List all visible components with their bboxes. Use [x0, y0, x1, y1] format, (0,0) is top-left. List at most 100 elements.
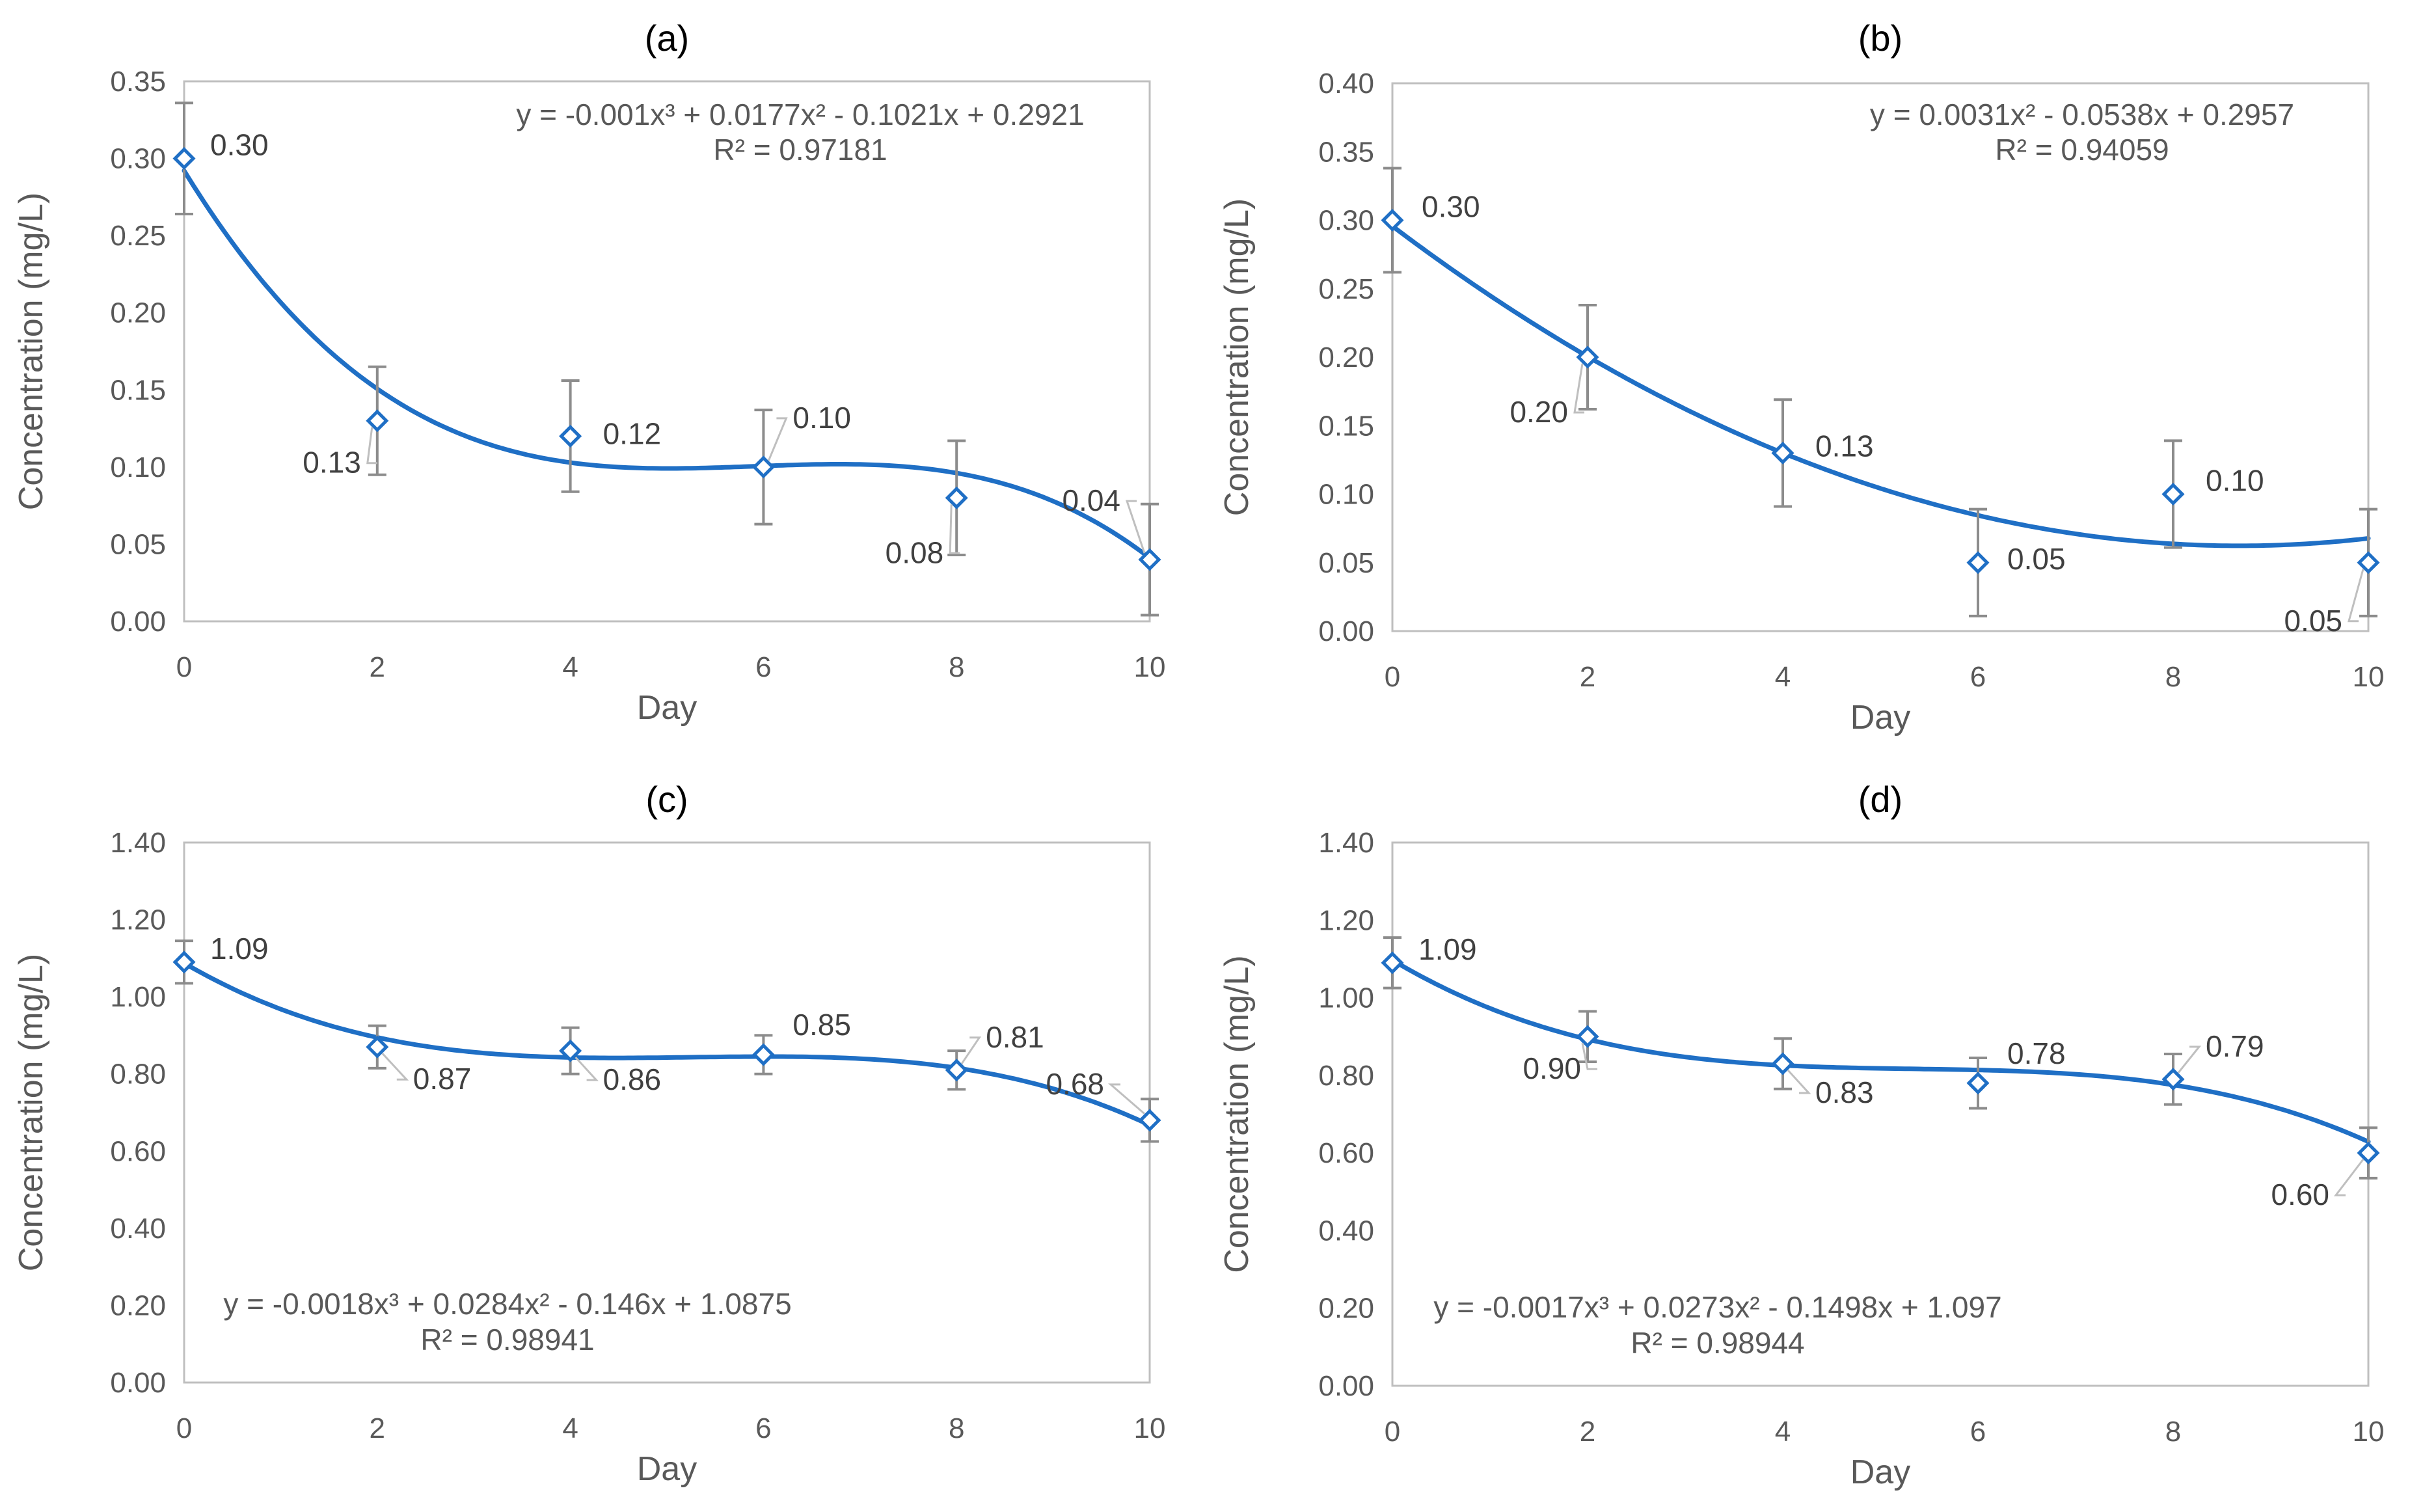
y-tick-label: 0.00 — [1318, 1370, 1374, 1402]
y-tick-label: 0.40 — [1318, 68, 1374, 100]
trendline-r2: R² = 0.94059 — [1995, 133, 2169, 167]
data-point — [2357, 551, 2380, 574]
data-point — [1771, 1052, 1794, 1075]
x-tick-label: 10 — [1134, 1412, 1166, 1444]
data-label: 0.10 — [2206, 464, 2264, 498]
y-axis-label: Concentration (mg/L) — [12, 954, 50, 1271]
trendline-r2: R² = 0.98944 — [1631, 1326, 1804, 1360]
plot-area-border — [1391, 82, 2370, 632]
y-tick-label: 0.60 — [1318, 1137, 1374, 1169]
chart-panel-a: (a) 0.00 0.05 0.10 0.15 0.20 0.25 0.30 0.35 0 2 4 6 8… — [12, 18, 1165, 727]
data-label-leader — [2333, 1159, 2364, 1196]
data-point — [1138, 1109, 1161, 1132]
data-label: 1.09 — [1418, 932, 1477, 966]
x-tick-label: 4 — [1775, 1416, 1791, 1448]
data-point — [1576, 345, 1599, 369]
data-label-leader — [2348, 569, 2364, 623]
data-label: 0.08 — [886, 535, 944, 569]
trendline-equation: y = 0.0031x² - 0.0538x + 0.2957 — [1870, 98, 2294, 131]
x-tick-label: 0 — [1385, 661, 1400, 693]
plot-area-border — [183, 80, 1151, 623]
chart-title: (b) — [1858, 18, 1902, 59]
data-label: 0.30 — [1422, 190, 1480, 224]
y-tick-label: 0.20 — [1318, 1293, 1374, 1325]
data-label-leader — [2177, 1046, 2202, 1073]
chart-title: (c) — [645, 779, 688, 820]
data-point — [172, 951, 196, 974]
trendline — [1390, 958, 2371, 1144]
data-point — [751, 455, 775, 479]
x-tick-label: 4 — [562, 651, 578, 683]
data-point — [1966, 551, 1990, 574]
y-tick-label: 0.35 — [1318, 136, 1374, 168]
x-tick-label: 10 — [2353, 1416, 2385, 1448]
data-label: 0.60 — [2271, 1178, 2329, 1211]
x-tick-label: 0 — [176, 651, 192, 683]
data-point — [172, 147, 196, 170]
x-axis-label: Day — [637, 689, 697, 727]
y-tick-label: 0.60 — [110, 1135, 166, 1167]
x-tick-label: 8 — [2165, 1416, 2181, 1448]
y-tick-label: 0.35 — [110, 66, 166, 98]
y-tick-label: 0.20 — [110, 297, 166, 329]
y-tick-label: 0.20 — [110, 1289, 166, 1321]
data-point — [1966, 1072, 1990, 1095]
y-tick-label: 1.20 — [110, 904, 166, 936]
x-tick-label: 0 — [176, 1412, 192, 1444]
x-tick-label: 0 — [1385, 1416, 1400, 1448]
x-tick-label: 10 — [1134, 651, 1166, 683]
data-label-leader — [1107, 1083, 1145, 1114]
data-point — [2161, 482, 2185, 506]
y-tick-label: 0.00 — [110, 1367, 166, 1399]
data-label: 0.83 — [1815, 1075, 1874, 1109]
y-tick-label: 0.30 — [1318, 205, 1374, 237]
data-label: 0.30 — [210, 128, 269, 162]
x-axis-label: Day — [1850, 1453, 1910, 1491]
y-tick-label: 1.20 — [1318, 904, 1374, 936]
data-point — [1771, 441, 1794, 465]
data-label-leader — [1581, 1042, 1597, 1070]
data-label: 0.13 — [1815, 429, 1874, 463]
y-tick-label: 0.80 — [110, 1059, 166, 1090]
data-label-leader — [366, 427, 377, 465]
data-point — [366, 1035, 389, 1059]
y-tick-label: 0.15 — [110, 374, 166, 406]
data-label-leader — [1573, 363, 1584, 414]
trendline-r2: R² = 0.98941 — [420, 1323, 594, 1357]
data-label: 0.79 — [2206, 1029, 2264, 1063]
x-tick-label: 8 — [949, 1412, 964, 1444]
data-label-leader — [575, 1057, 599, 1081]
x-tick-label: 10 — [2353, 661, 2385, 693]
data-point — [945, 486, 968, 509]
data-label-leader — [381, 1053, 409, 1081]
data-label: 0.90 — [1523, 1051, 1581, 1085]
data-label: 0.10 — [792, 401, 851, 435]
x-axis-label: Day — [637, 1450, 697, 1488]
trendline — [182, 168, 1152, 560]
x-axis-label: Day — [1850, 699, 1910, 736]
data-label: 0.12 — [603, 416, 662, 450]
y-tick-label: 0.25 — [1318, 273, 1374, 305]
x-tick-label: 2 — [1580, 661, 1595, 693]
data-point — [559, 1039, 582, 1062]
data-point — [366, 409, 389, 433]
data-label: 0.81 — [986, 1020, 1044, 1054]
data-label: 0.13 — [303, 446, 361, 479]
chart-panel-d: (d) 0.00 0.20 0.40 0.60 0.80 1.00 1.20 1.40 0 2 4 6 8… — [1218, 779, 2384, 1491]
data-label-leader — [1787, 1069, 1811, 1094]
data-label: 0.78 — [2007, 1036, 2066, 1070]
x-tick-label: 2 — [370, 1412, 385, 1444]
y-tick-label: 0.25 — [110, 220, 166, 252]
y-tick-label: 1.40 — [1318, 827, 1374, 859]
x-tick-label: 6 — [1970, 1416, 1986, 1448]
data-label: 1.09 — [210, 932, 269, 965]
x-tick-label: 6 — [755, 1412, 771, 1444]
data-point — [751, 1043, 775, 1066]
trendline-equation: y = -0.0018x³ + 0.0284x² - 0.146x + 1.08… — [223, 1287, 791, 1321]
data-label: 0.05 — [2007, 542, 2066, 576]
data-point — [2357, 1141, 2380, 1165]
data-label: 0.85 — [792, 1008, 851, 1042]
x-tick-label: 2 — [370, 651, 385, 683]
data-label: 0.87 — [413, 1062, 472, 1096]
